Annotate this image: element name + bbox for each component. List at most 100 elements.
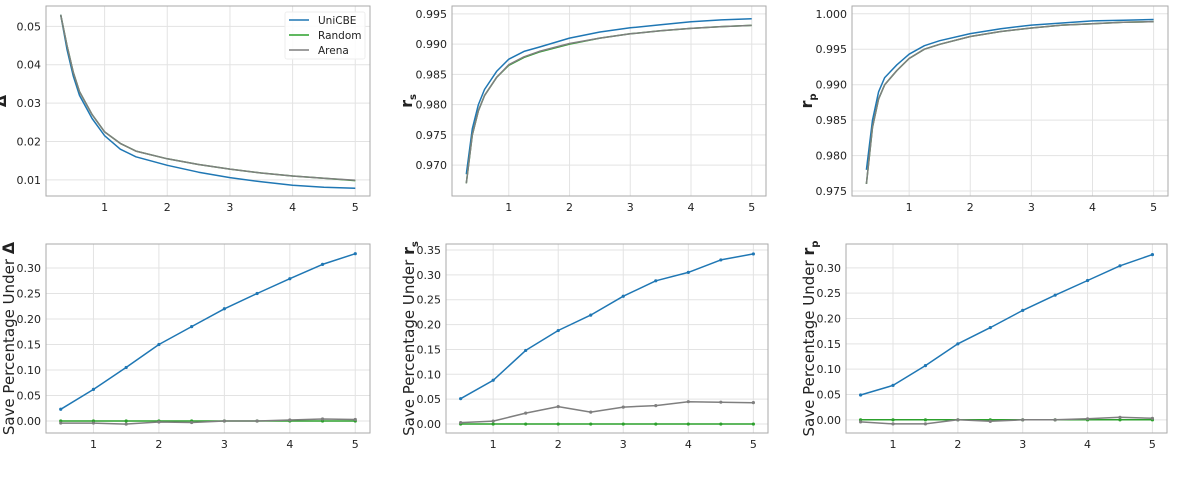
x-tick-label: 2 bbox=[566, 201, 573, 214]
y-label-subscript: s bbox=[408, 94, 419, 100]
data-point-unicbe bbox=[157, 342, 161, 347]
series-line-arena bbox=[59, 14, 356, 182]
data-point-unicbe bbox=[923, 364, 928, 368]
x-tick-label: 3 bbox=[1028, 201, 1035, 214]
legend-label-arena: Arena bbox=[318, 45, 349, 57]
y-tick-label: 0.05 bbox=[817, 388, 842, 401]
data-point-unicbe bbox=[686, 270, 690, 274]
data-point-arena bbox=[353, 417, 357, 422]
data-point-arena bbox=[255, 419, 259, 423]
data-point-unicbe bbox=[91, 387, 96, 391]
y-tick-label: 0.15 bbox=[417, 343, 442, 356]
legend-label-unicbe: UniCBE bbox=[318, 15, 356, 27]
x-tick-label: 1 bbox=[906, 201, 913, 214]
y-tick-label: 0.05 bbox=[17, 20, 42, 33]
data-point-arena bbox=[1021, 418, 1025, 422]
series-line-arena bbox=[865, 20, 1154, 184]
data-point-arena bbox=[157, 420, 161, 424]
data-point-arena bbox=[1053, 418, 1057, 422]
data-point-arena bbox=[124, 422, 128, 426]
data-point-arena bbox=[556, 405, 560, 409]
y-tick-label: 0.985 bbox=[416, 68, 448, 81]
x-tick-label: 2 bbox=[555, 438, 562, 451]
x-tick-label: 2 bbox=[954, 438, 961, 451]
x-tick-label: 3 bbox=[620, 438, 627, 451]
x-tick-label: 5 bbox=[1149, 438, 1156, 451]
y-axis-label: rp bbox=[797, 93, 819, 108]
data-point-unicbe bbox=[459, 397, 463, 401]
data-point-arena bbox=[891, 422, 895, 426]
y-tick-label: 0.10 bbox=[417, 368, 442, 381]
y-tick-label: 0.05 bbox=[417, 393, 442, 406]
x-tick-label: 1 bbox=[101, 201, 108, 214]
data-point-unicbe bbox=[1021, 308, 1025, 312]
data-point-unicbe bbox=[524, 348, 528, 353]
y-tick-label: 0.10 bbox=[17, 364, 42, 377]
y-tick-label: 0.970 bbox=[416, 159, 448, 172]
data-point-unicbe bbox=[988, 326, 992, 330]
y-tick-label: 0.05 bbox=[17, 390, 42, 403]
y-tick-label: 0.15 bbox=[17, 338, 42, 351]
y-axis-label: Save Percentage Under rs bbox=[399, 241, 421, 436]
y-tick-label: 0.01 bbox=[17, 174, 42, 187]
x-tick-label: 4 bbox=[687, 201, 694, 214]
data-point-arena bbox=[858, 420, 863, 424]
legend: UniCBE Random Arena bbox=[284, 11, 366, 60]
y-tick-label: 0.975 bbox=[416, 129, 448, 142]
data-point-arena bbox=[923, 422, 928, 426]
y-tick-label: 0.00 bbox=[417, 418, 442, 431]
series-line-arena bbox=[460, 400, 754, 424]
data-point-arena bbox=[589, 410, 593, 414]
y-tick-label: 0.30 bbox=[817, 262, 842, 275]
data-point-unicbe bbox=[255, 291, 259, 296]
x-tick-label: 5 bbox=[352, 438, 359, 451]
y-tick-label: 0.20 bbox=[817, 312, 842, 325]
axes-frame bbox=[445, 243, 769, 434]
y-tick-label: 0.35 bbox=[417, 244, 442, 257]
data-point-unicbe bbox=[891, 383, 895, 387]
axes-frame bbox=[45, 243, 371, 434]
y-axis-label: rs bbox=[397, 94, 419, 108]
series-line-unicbe bbox=[60, 252, 356, 410]
data-point-random bbox=[923, 418, 928, 422]
data-point-unicbe bbox=[1053, 293, 1057, 297]
y-tick-label: 0.990 bbox=[416, 38, 448, 51]
axes-frame bbox=[845, 243, 1168, 434]
x-tick-label: 1 bbox=[490, 438, 497, 451]
series-line-unicbe bbox=[460, 253, 754, 400]
y-tick-label: 0.985 bbox=[816, 114, 848, 127]
data-point-arena bbox=[1085, 417, 1090, 421]
data-point-arena bbox=[320, 417, 325, 421]
x-tick-label: 2 bbox=[164, 201, 171, 214]
y-tick-label: 0.25 bbox=[17, 287, 42, 300]
data-point-unicbe bbox=[1085, 278, 1090, 283]
y-tick-label: 0.995 bbox=[416, 8, 448, 21]
y-tick-label: 0.04 bbox=[17, 59, 42, 72]
data-point-arena bbox=[751, 401, 755, 405]
y-label-subscript: p bbox=[810, 241, 821, 248]
y-axis-label: Save Percentage Under Δ bbox=[0, 241, 18, 435]
data-point-unicbe bbox=[288, 277, 292, 281]
y-tick-label: 0.15 bbox=[817, 338, 842, 351]
y-tick-label: 0.03 bbox=[17, 97, 42, 110]
data-point-arena bbox=[491, 419, 495, 423]
y-tick-label: 0.02 bbox=[17, 135, 42, 148]
y-tick-label: 0.00 bbox=[817, 414, 842, 427]
data-point-arena bbox=[654, 404, 658, 408]
x-tick-label: 1 bbox=[90, 438, 97, 451]
data-point-unicbe bbox=[719, 258, 723, 262]
x-tick-label: 4 bbox=[685, 438, 692, 451]
data-point-unicbe bbox=[858, 393, 863, 397]
data-point-random bbox=[491, 422, 495, 426]
data-point-random bbox=[751, 422, 755, 426]
series-line-unicbe bbox=[865, 18, 1154, 170]
y-label-text: Save Percentage Under bbox=[800, 256, 818, 437]
series-line-arena bbox=[60, 418, 356, 425]
axes-frame bbox=[45, 5, 371, 197]
data-point-arena bbox=[956, 418, 960, 422]
x-tick-label: 1 bbox=[890, 438, 897, 451]
legend-label-random: Random bbox=[318, 30, 361, 42]
data-point-random bbox=[589, 422, 593, 426]
